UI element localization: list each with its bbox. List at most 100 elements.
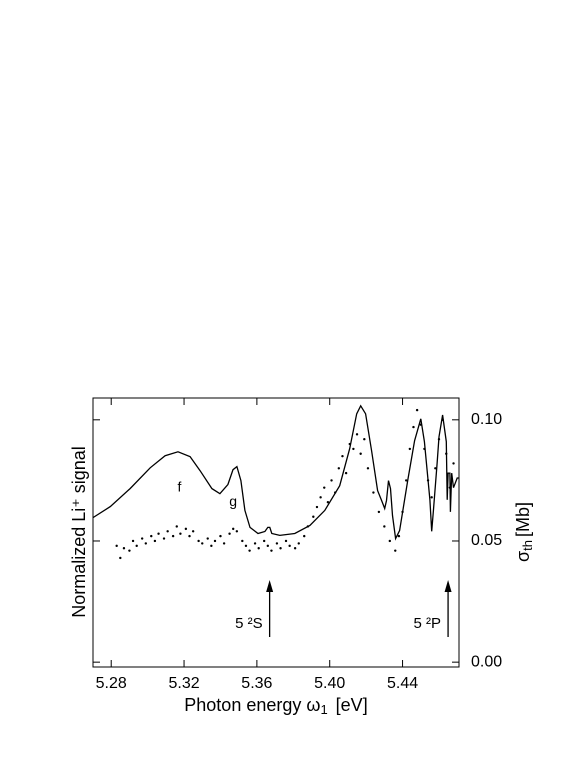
data-dot xyxy=(297,542,300,545)
data-dot xyxy=(359,452,362,455)
data-dot xyxy=(415,408,419,412)
data-dot xyxy=(213,539,217,543)
data-dot xyxy=(253,542,257,545)
data-dot xyxy=(355,433,359,436)
data-dot xyxy=(426,479,430,482)
data-dot xyxy=(315,505,319,509)
data-dot xyxy=(293,547,297,550)
data-dot xyxy=(437,437,441,441)
y2-tick-label: 0.00 xyxy=(471,653,502,670)
x-tick-label: 5.40 xyxy=(314,675,345,692)
data-dot xyxy=(372,491,375,494)
data-dot xyxy=(219,534,222,538)
data-dot xyxy=(122,547,126,550)
data-dot xyxy=(275,542,279,545)
data-dot xyxy=(128,549,131,552)
data-dot xyxy=(235,530,239,533)
data-dot xyxy=(397,534,401,538)
data-dot xyxy=(363,437,366,441)
data-dot xyxy=(344,471,348,475)
x-tick-label: 5.36 xyxy=(241,675,272,692)
data-dot xyxy=(330,479,333,482)
curve xyxy=(92,404,459,541)
plot-frame xyxy=(92,397,460,668)
data-dot xyxy=(452,462,455,465)
data-dot xyxy=(319,496,322,499)
data-dot xyxy=(430,496,433,499)
data-dot xyxy=(288,544,291,548)
data-dot xyxy=(244,544,248,548)
data-dot xyxy=(153,539,157,543)
data-dot xyxy=(257,547,260,550)
data-dot xyxy=(232,527,235,531)
x-label-unit: [eV] xyxy=(336,695,368,715)
data-dot xyxy=(408,447,412,451)
x-label-main: Photon energy ω xyxy=(184,695,320,715)
data-dot xyxy=(337,467,341,470)
data-dot xyxy=(228,532,231,535)
data-dot xyxy=(303,534,306,538)
data-dot xyxy=(394,549,397,552)
threshold-label: 5 ²P xyxy=(414,615,442,632)
data-dot xyxy=(157,532,160,535)
data-dot xyxy=(279,547,282,550)
data-dot xyxy=(383,525,386,528)
peak-label: g xyxy=(229,493,237,509)
y2-label-main: σ xyxy=(513,551,533,562)
data-dot xyxy=(222,542,226,545)
y2-label-sub: th xyxy=(520,540,535,551)
data-dot xyxy=(206,537,209,540)
data-dot xyxy=(179,532,182,535)
data-dot xyxy=(262,539,266,543)
data-dot xyxy=(144,542,148,545)
data-dot xyxy=(266,544,270,548)
data-dot xyxy=(284,539,288,543)
data-dot xyxy=(270,549,273,552)
x-tick-label: 5.44 xyxy=(387,675,418,692)
data-dot xyxy=(333,491,337,494)
arrow-head xyxy=(444,580,452,592)
arrow-head xyxy=(266,580,274,592)
data-dot xyxy=(115,544,118,548)
x-label-sub: 1 xyxy=(320,702,327,717)
y-axis-label: Normalized Li⁺ signal xyxy=(69,446,89,618)
data-dot xyxy=(306,525,310,528)
data-dot xyxy=(366,467,370,470)
data-dot xyxy=(166,530,169,533)
data-dot xyxy=(150,534,153,538)
data-dot xyxy=(241,539,244,543)
data-dot xyxy=(377,510,381,514)
y2-axis-label: σth [Mb] xyxy=(513,502,536,562)
data-dot xyxy=(191,530,195,533)
data-dot xyxy=(171,534,175,538)
data-dot xyxy=(341,454,344,458)
data-dot xyxy=(323,486,326,489)
data-dot xyxy=(445,452,448,455)
data-dot xyxy=(162,537,166,540)
data-dot xyxy=(326,501,330,504)
x-tick-label: 5.28 xyxy=(96,675,127,692)
data-dot xyxy=(135,544,138,548)
data-dot xyxy=(441,418,444,422)
peak-label: f xyxy=(178,478,182,494)
data-dot xyxy=(312,515,315,518)
data-dot xyxy=(419,423,422,426)
threshold-label: 5 ²S xyxy=(235,615,263,632)
x-tick-label: 5.32 xyxy=(168,675,199,692)
data-dot xyxy=(210,544,213,548)
data-dot xyxy=(352,447,355,451)
data-dot xyxy=(140,537,144,540)
data-dot xyxy=(184,527,188,531)
data-dot xyxy=(448,486,452,489)
data-dot xyxy=(412,425,415,429)
data-dot xyxy=(131,539,135,543)
data-dot xyxy=(119,556,122,560)
data-dot xyxy=(201,542,204,545)
data-dot xyxy=(423,447,426,451)
data-dot xyxy=(188,534,191,538)
y2-tick-label: 0.05 xyxy=(471,532,502,549)
data-dot xyxy=(197,539,200,543)
y2-label-unit: [Mb] xyxy=(513,502,533,537)
data-dot xyxy=(348,442,351,446)
